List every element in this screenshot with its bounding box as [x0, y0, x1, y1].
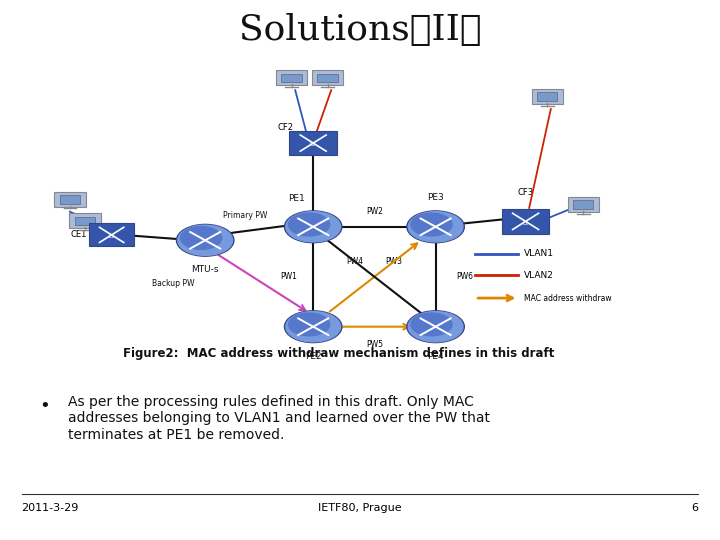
Text: 2011-3-29: 2011-3-29 [22, 503, 79, 512]
Text: PW1: PW1 [281, 272, 297, 281]
Ellipse shape [176, 225, 234, 256]
Text: Solutions（II）: Solutions（II） [239, 13, 481, 46]
Ellipse shape [407, 311, 464, 342]
Ellipse shape [289, 213, 330, 236]
FancyBboxPatch shape [289, 131, 337, 156]
Text: PE1: PE1 [288, 194, 305, 203]
Text: •: • [40, 397, 50, 415]
Text: PW2: PW2 [366, 207, 383, 216]
Text: L2: L2 [108, 234, 115, 239]
Text: PW5: PW5 [366, 340, 383, 349]
Text: PE2: PE2 [305, 352, 322, 361]
Text: PE3: PE3 [427, 193, 444, 202]
Text: VLAN1: VLAN1 [524, 249, 554, 258]
Text: PE4: PE4 [427, 352, 444, 361]
Text: VLAN2: VLAN2 [524, 271, 554, 280]
Text: L2: L2 [522, 220, 529, 226]
Ellipse shape [286, 312, 341, 342]
FancyBboxPatch shape [69, 213, 101, 228]
Text: Backup PW: Backup PW [152, 279, 194, 288]
FancyBboxPatch shape [54, 192, 86, 207]
Ellipse shape [284, 211, 342, 242]
Ellipse shape [411, 213, 452, 236]
FancyBboxPatch shape [537, 92, 557, 101]
Ellipse shape [408, 312, 463, 342]
Ellipse shape [284, 311, 342, 342]
Text: MAC address withdraw: MAC address withdraw [524, 294, 612, 302]
Text: CE1: CE1 [70, 231, 86, 239]
Ellipse shape [408, 212, 463, 242]
Ellipse shape [411, 313, 452, 336]
FancyBboxPatch shape [567, 197, 599, 212]
Text: CF3: CF3 [518, 188, 534, 197]
Ellipse shape [178, 225, 233, 255]
Ellipse shape [181, 227, 222, 249]
FancyBboxPatch shape [276, 70, 307, 85]
Text: 6: 6 [691, 503, 698, 512]
Text: MTU-s: MTU-s [192, 265, 219, 274]
Text: PW3: PW3 [385, 257, 402, 266]
FancyBboxPatch shape [312, 70, 343, 85]
FancyBboxPatch shape [318, 73, 338, 82]
Text: PW6: PW6 [456, 272, 473, 281]
Text: IETF80, Prague: IETF80, Prague [318, 503, 402, 512]
FancyBboxPatch shape [60, 195, 80, 204]
Text: L2: L2 [310, 142, 317, 147]
FancyBboxPatch shape [531, 89, 563, 104]
Text: As per the processing rules defined in this draft. Only MAC
addresses belonging : As per the processing rules defined in t… [68, 395, 490, 442]
FancyBboxPatch shape [502, 209, 549, 233]
FancyBboxPatch shape [75, 217, 95, 225]
FancyBboxPatch shape [573, 200, 593, 209]
FancyBboxPatch shape [89, 224, 134, 246]
Ellipse shape [286, 212, 341, 242]
Text: Figure2:  MAC address withdraw mechanism defines in this draft: Figure2: MAC address withdraw mechanism … [122, 347, 554, 360]
FancyBboxPatch shape [282, 73, 302, 82]
Text: PW4: PW4 [346, 257, 364, 266]
Ellipse shape [407, 211, 464, 242]
Text: Primary PW: Primary PW [222, 211, 267, 220]
Ellipse shape [289, 313, 330, 336]
Text: CF2: CF2 [278, 123, 294, 132]
